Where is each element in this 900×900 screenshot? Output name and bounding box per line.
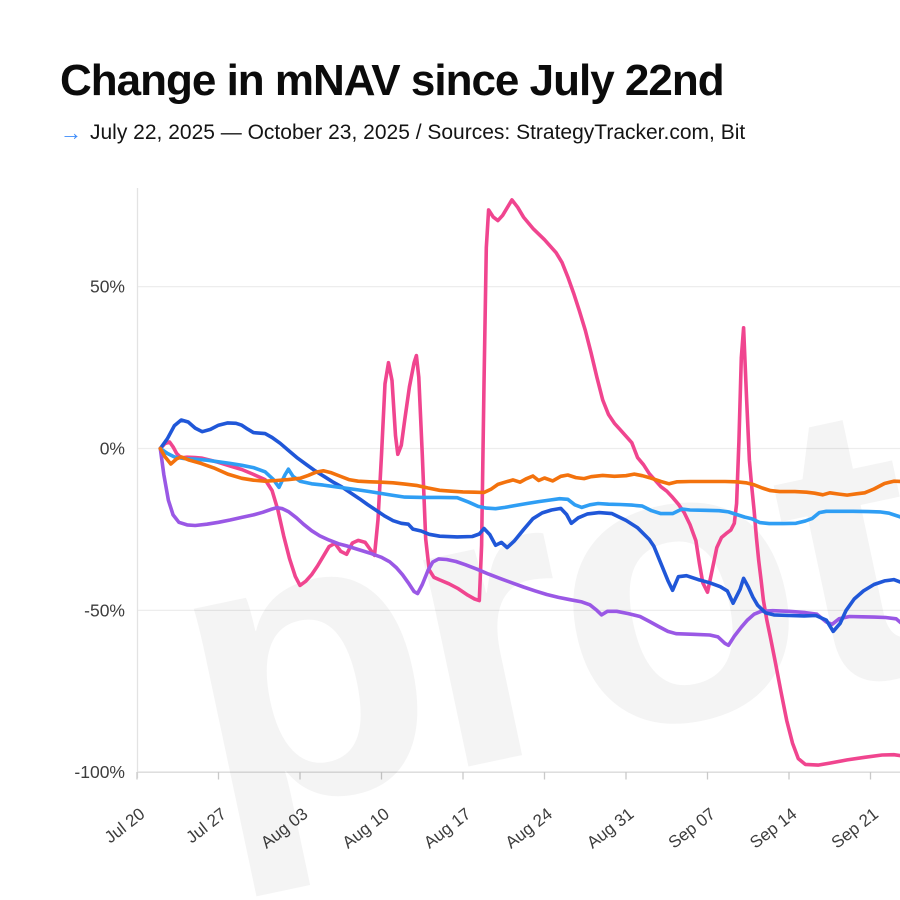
chart-header: Change in mNAV since July 22nd → July 22… — [60, 56, 900, 146]
watermark: proto — [137, 265, 900, 900]
series-pink-line — [158, 198, 900, 767]
x-axis-label: Jul 20 — [101, 804, 148, 847]
x-axis-label: Sep 21 — [828, 804, 882, 852]
series-purple-line — [158, 446, 900, 648]
x-axis-label: Sep 07 — [665, 804, 719, 852]
x-axis-label: Sep 14 — [746, 804, 800, 852]
page-title: Change in mNAV since July 22nd — [60, 56, 725, 105]
series-orange-line — [158, 446, 900, 497]
series-light-blue-line — [158, 446, 900, 526]
subtitle-text: July 22, 2025 — October 23, 2025 / Sourc… — [90, 121, 746, 144]
series-dark-blue-line — [158, 418, 900, 634]
y-axis-label: 50% — [90, 277, 125, 297]
y-axis-label: -100% — [74, 762, 125, 782]
y-axis-label: -50% — [84, 600, 125, 620]
y-axis-label: 0% — [100, 439, 125, 459]
chart-subtitle: → July 22, 2025 — October 23, 2025 / Sou… — [60, 120, 900, 146]
arrow-icon: → — [60, 120, 82, 145]
